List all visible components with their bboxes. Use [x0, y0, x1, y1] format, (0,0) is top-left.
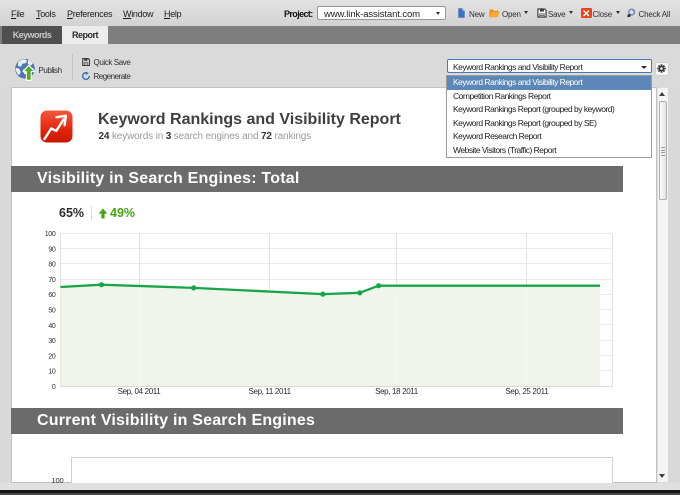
- svg-text:90: 90: [48, 246, 56, 253]
- svg-text:Sep, 04 2011: Sep, 04 2011: [118, 387, 162, 396]
- svg-text:0: 0: [52, 384, 56, 391]
- svg-text:20: 20: [48, 353, 56, 360]
- svg-text:70: 70: [48, 277, 56, 284]
- svg-text:10: 10: [48, 369, 56, 376]
- svg-text:40: 40: [48, 323, 56, 330]
- svg-text:50: 50: [48, 308, 56, 315]
- svg-text:Sep, 18 2011: Sep, 18 2011: [375, 387, 419, 396]
- svg-text:Sep, 11 2011: Sep, 11 2011: [248, 387, 291, 396]
- svg-text:30: 30: [48, 338, 56, 345]
- svg-text:60: 60: [48, 292, 56, 299]
- svg-text:80: 80: [48, 262, 56, 269]
- svg-text:Sep, 25 2011: Sep, 25 2011: [505, 387, 549, 396]
- svg-text:100: 100: [45, 231, 56, 238]
